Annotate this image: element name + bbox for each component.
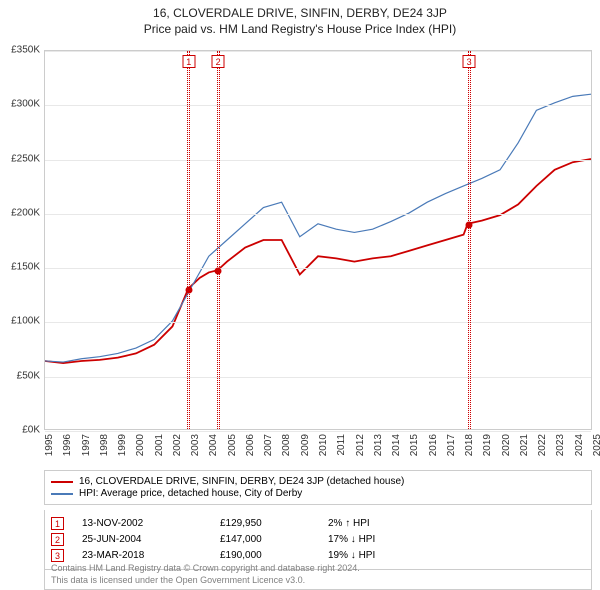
series-property [45,159,591,363]
x-tick-label: 2001 [154,434,165,456]
gridline-h [45,322,591,323]
x-tick-label: 1996 [62,434,73,456]
x-tick-label: 2014 [391,434,402,456]
sale-marker-band [187,51,190,429]
sale-marker-band [468,51,471,429]
attribution-line2: This data is licensed under the Open Gov… [51,575,585,587]
sale-marker-box: 2 [212,55,225,68]
x-tick-label: 2017 [446,434,457,456]
x-tick-label: 2011 [336,434,347,456]
legend-row: HPI: Average price, detached house, City… [51,488,585,499]
x-tick-label: 2005 [227,434,238,456]
title-address: 16, CLOVERDALE DRIVE, SINFIN, DERBY, DE2… [0,6,600,20]
x-tick-label: 2012 [355,434,366,456]
sale-row-price: £147,000 [220,534,310,545]
x-tick-label: 2015 [409,434,420,456]
attribution: Contains HM Land Registry data © Crown c… [44,560,592,590]
sale-marker-band [217,51,220,429]
sale-row-diff: 17% ↓ HPI [328,534,418,545]
title-block: 16, CLOVERDALE DRIVE, SINFIN, DERBY, DE2… [0,0,600,36]
sale-row-diff: 2% ↑ HPI [328,518,418,529]
sale-row-date: 13-NOV-2002 [82,518,202,529]
x-tick-label: 1995 [44,434,55,456]
x-tick-label: 2008 [281,434,292,456]
sale-row-index: 2 [51,533,64,546]
x-axis-labels: 1995 1996 1997 1998 1999 2000 2001 2002 2003 2004… [44,430,592,470]
sale-row-index: 1 [51,517,64,530]
x-tick-label: 2009 [300,434,311,456]
x-tick-label: 2021 [519,434,530,456]
x-tick-label: 2006 [245,434,256,456]
x-tick-label: 2022 [537,434,548,456]
gridline-h [45,268,591,269]
sale-marker-box: 1 [182,55,195,68]
sale-row-date: 25-JUN-2004 [82,534,202,545]
y-tick-label: £50K [17,370,40,381]
x-tick-label: 2004 [208,434,219,456]
gridline-h [45,214,591,215]
sale-row: 1 13-NOV-2002 £129,950 2% ↑ HPI [51,517,585,530]
y-axis-labels: £0K£50K£100K£150K£200K£250K£300K£350K [0,50,42,430]
y-tick-label: £250K [11,153,40,164]
legend-label: HPI: Average price, detached house, City… [79,488,302,499]
x-tick-label: 2000 [135,434,146,456]
sale-dot [215,268,222,275]
x-tick-label: 2010 [318,434,329,456]
x-tick-label: 2024 [574,434,585,456]
x-tick-label: 2016 [428,434,439,456]
sale-row: 2 25-JUN-2004 £147,000 17% ↓ HPI [51,533,585,546]
x-tick-label: 2007 [263,434,274,456]
chart-container: 16, CLOVERDALE DRIVE, SINFIN, DERBY, DE2… [0,0,600,590]
line-svg [45,51,591,429]
x-tick-label: 1997 [81,434,92,456]
legend-label: 16, CLOVERDALE DRIVE, SINFIN, DERBY, DE2… [79,476,404,487]
x-tick-label: 2020 [501,434,512,456]
x-tick-label: 2002 [172,434,183,456]
gridline-h [45,377,591,378]
sale-dot [185,286,192,293]
legend-row: 16, CLOVERDALE DRIVE, SINFIN, DERBY, DE2… [51,476,585,487]
gridline-h [45,51,591,52]
y-tick-label: £300K [11,99,40,110]
plot-area: 1 2 3 [44,50,592,430]
gridline-h [45,160,591,161]
y-tick-label: £100K [11,316,40,327]
x-tick-label: 1999 [117,434,128,456]
sale-marker-box: 3 [463,55,476,68]
y-tick-label: £350K [11,45,40,56]
y-tick-label: £200K [11,207,40,218]
x-tick-label: 1998 [99,434,110,456]
title-subtitle: Price paid vs. HM Land Registry's House … [0,22,600,36]
x-tick-label: 2013 [373,434,384,456]
y-tick-label: £0K [22,425,40,436]
x-tick-label: 2003 [190,434,201,456]
sale-dot [466,221,473,228]
x-tick-label: 2025 [592,434,600,456]
sale-row-price: £129,950 [220,518,310,529]
legend: 16, CLOVERDALE DRIVE, SINFIN, DERBY, DE2… [44,470,592,505]
gridline-h [45,105,591,106]
legend-swatch [51,481,73,483]
attribution-line1: Contains HM Land Registry data © Crown c… [51,563,585,575]
y-tick-label: £150K [11,262,40,273]
legend-swatch [51,493,73,495]
x-tick-label: 2019 [482,434,493,456]
x-tick-label: 2023 [555,434,566,456]
x-tick-label: 2018 [464,434,475,456]
